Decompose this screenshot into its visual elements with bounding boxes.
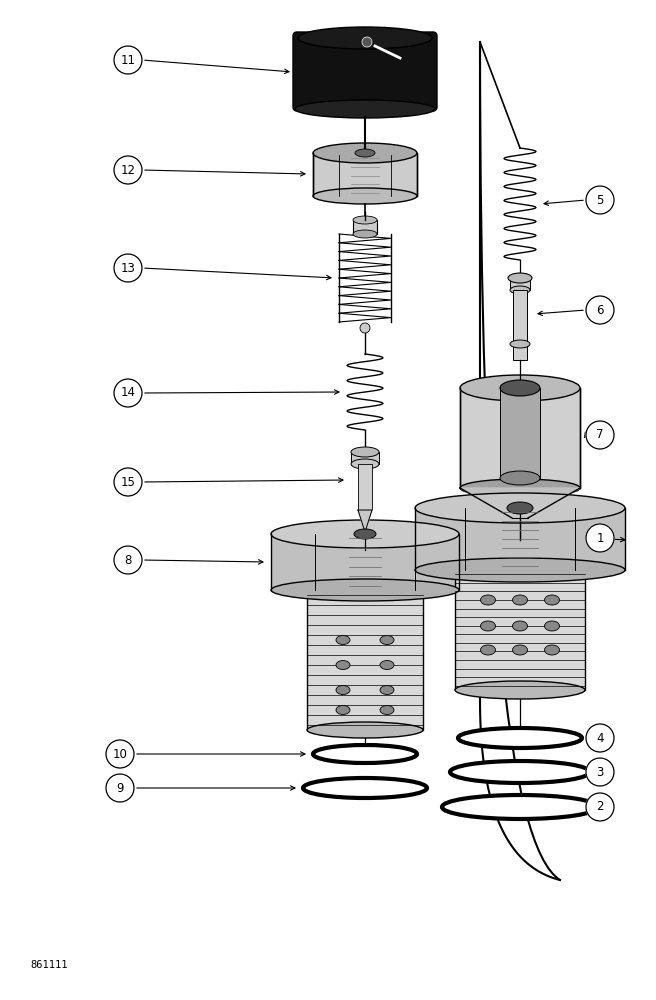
Circle shape xyxy=(586,724,614,752)
Circle shape xyxy=(114,156,142,184)
FancyBboxPatch shape xyxy=(293,32,437,111)
Ellipse shape xyxy=(512,621,527,631)
Bar xyxy=(358,464,372,510)
Ellipse shape xyxy=(544,595,560,605)
Bar xyxy=(455,570,585,690)
Bar xyxy=(460,388,580,488)
Ellipse shape xyxy=(510,340,530,348)
Circle shape xyxy=(360,323,370,333)
Text: 7: 7 xyxy=(596,428,604,442)
Ellipse shape xyxy=(313,745,417,763)
Ellipse shape xyxy=(450,761,590,783)
Ellipse shape xyxy=(355,149,375,157)
Circle shape xyxy=(586,186,614,214)
Ellipse shape xyxy=(500,471,540,485)
Bar xyxy=(500,388,540,478)
Text: 12: 12 xyxy=(121,163,136,176)
Circle shape xyxy=(106,740,134,768)
Ellipse shape xyxy=(512,595,527,605)
Circle shape xyxy=(114,546,142,574)
Ellipse shape xyxy=(295,100,435,118)
Circle shape xyxy=(586,421,614,449)
Text: 1: 1 xyxy=(596,532,604,544)
Ellipse shape xyxy=(480,621,495,631)
Polygon shape xyxy=(460,488,580,518)
Text: 8: 8 xyxy=(125,554,132,566)
Circle shape xyxy=(114,254,142,282)
Ellipse shape xyxy=(507,502,533,514)
Ellipse shape xyxy=(303,778,427,798)
Ellipse shape xyxy=(460,479,580,497)
Bar xyxy=(313,153,417,196)
Ellipse shape xyxy=(500,380,540,396)
Ellipse shape xyxy=(353,216,377,224)
Ellipse shape xyxy=(298,27,432,49)
Circle shape xyxy=(362,37,372,47)
Ellipse shape xyxy=(336,686,350,694)
Ellipse shape xyxy=(460,375,580,401)
Ellipse shape xyxy=(380,706,394,714)
Text: 15: 15 xyxy=(121,476,135,488)
Circle shape xyxy=(114,468,142,496)
Ellipse shape xyxy=(415,558,625,582)
Circle shape xyxy=(586,793,614,821)
Circle shape xyxy=(586,296,614,324)
Bar xyxy=(513,290,527,360)
Text: 861111: 861111 xyxy=(30,960,68,970)
Text: 14: 14 xyxy=(121,386,136,399)
Bar xyxy=(351,452,379,464)
Text: 3: 3 xyxy=(596,766,604,778)
Ellipse shape xyxy=(336,660,350,670)
Ellipse shape xyxy=(508,273,532,283)
Ellipse shape xyxy=(351,447,379,457)
Text: 2: 2 xyxy=(596,800,604,814)
Bar xyxy=(510,278,530,290)
Ellipse shape xyxy=(313,188,417,204)
Bar xyxy=(271,534,459,590)
Ellipse shape xyxy=(380,660,394,670)
Circle shape xyxy=(586,758,614,786)
Ellipse shape xyxy=(480,595,495,605)
Ellipse shape xyxy=(455,681,585,699)
Ellipse shape xyxy=(380,636,394,645)
Ellipse shape xyxy=(313,143,417,163)
Text: 9: 9 xyxy=(116,782,124,794)
Bar xyxy=(353,220,377,234)
Ellipse shape xyxy=(271,520,459,548)
Text: 13: 13 xyxy=(121,261,135,274)
Ellipse shape xyxy=(544,621,560,631)
Ellipse shape xyxy=(512,645,527,655)
Ellipse shape xyxy=(336,706,350,714)
Ellipse shape xyxy=(271,579,459,601)
Ellipse shape xyxy=(510,286,530,294)
Ellipse shape xyxy=(458,728,582,748)
Circle shape xyxy=(114,379,142,407)
Ellipse shape xyxy=(415,493,625,523)
Ellipse shape xyxy=(336,636,350,645)
Bar xyxy=(415,508,625,570)
Ellipse shape xyxy=(442,795,598,819)
Text: 6: 6 xyxy=(596,304,604,316)
Ellipse shape xyxy=(380,686,394,694)
Text: 10: 10 xyxy=(113,748,127,760)
Bar xyxy=(307,590,423,730)
Ellipse shape xyxy=(307,722,423,738)
Circle shape xyxy=(586,524,614,552)
Polygon shape xyxy=(358,510,372,532)
Ellipse shape xyxy=(353,230,377,238)
Ellipse shape xyxy=(544,645,560,655)
Ellipse shape xyxy=(480,645,495,655)
Text: 5: 5 xyxy=(596,194,604,207)
Text: 11: 11 xyxy=(121,53,136,66)
Circle shape xyxy=(114,46,142,74)
Ellipse shape xyxy=(351,459,379,469)
Text: 4: 4 xyxy=(596,732,604,744)
Circle shape xyxy=(106,774,134,802)
Ellipse shape xyxy=(354,529,376,539)
